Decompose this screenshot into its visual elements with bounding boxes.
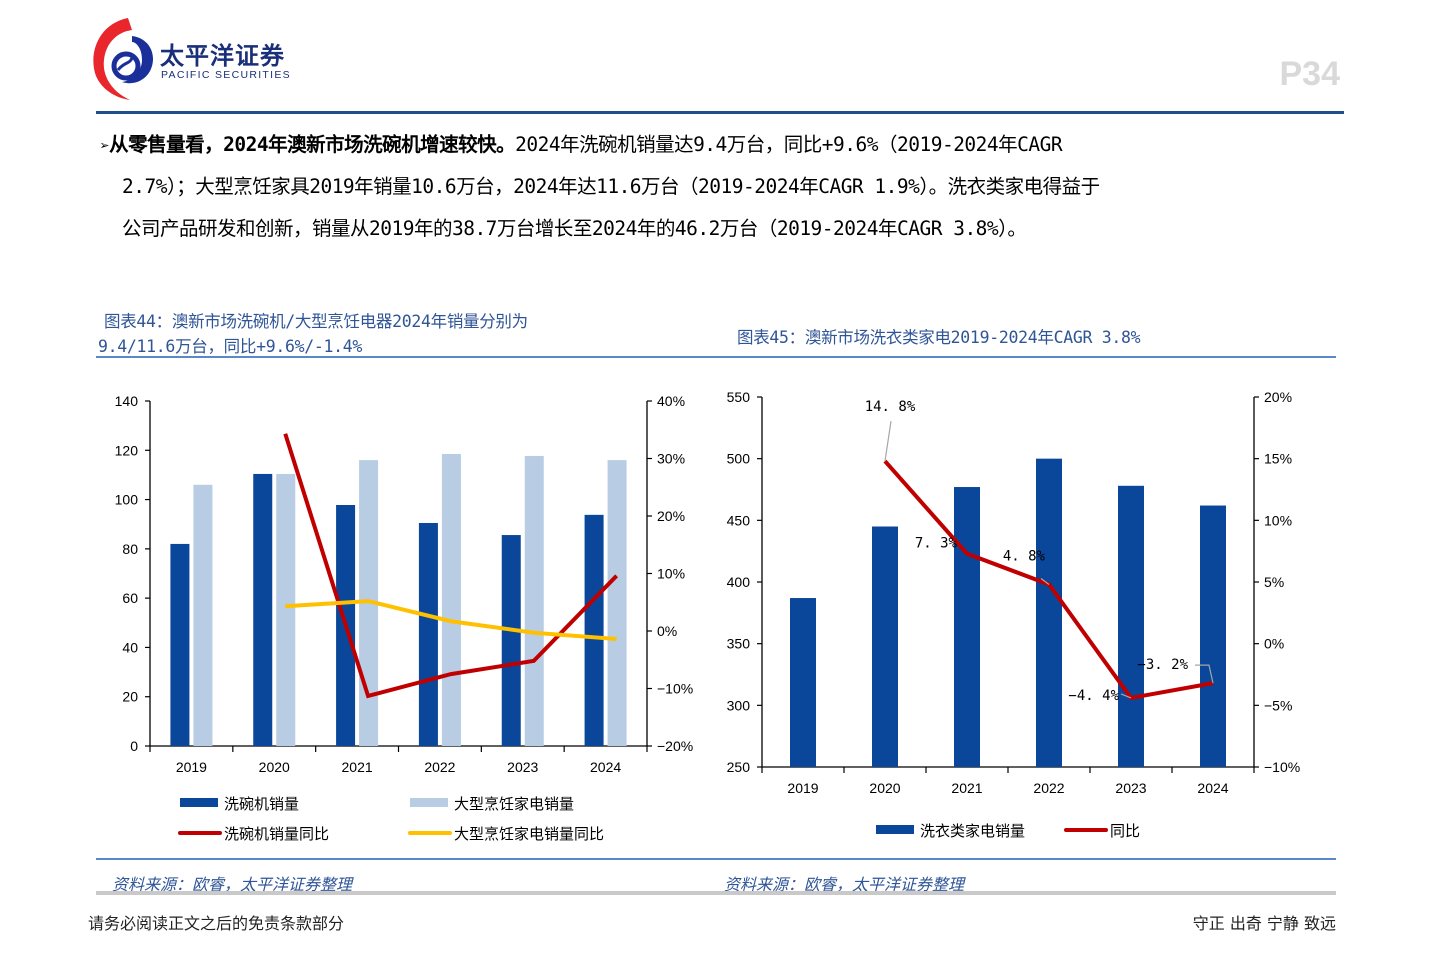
x-tick-label: 2020 bbox=[869, 780, 900, 796]
right-tick-label: −20% bbox=[657, 738, 693, 754]
bar-大型烹饪家电销量 bbox=[276, 473, 296, 746]
data-label-leader bbox=[1195, 664, 1214, 684]
right-tick-label: 10% bbox=[657, 566, 685, 582]
x-tick-label: 2024 bbox=[1197, 780, 1228, 796]
bar-大型烹饪家电销量 bbox=[524, 455, 544, 746]
left-tick-label: 60 bbox=[122, 590, 138, 606]
page-number: P34 bbox=[1279, 55, 1341, 93]
bullet-arrow-icon: ➢ bbox=[100, 136, 110, 155]
legend-swatch-洗碗机销量 bbox=[180, 798, 218, 807]
legend-label: 同比 bbox=[1110, 822, 1140, 840]
left-tick-label: 0 bbox=[130, 738, 138, 754]
x-tick-label: 2021 bbox=[342, 759, 373, 775]
left-tick-label: 40 bbox=[122, 639, 138, 655]
right-tick-label: 0% bbox=[1264, 636, 1284, 652]
chart44-source: 资料来源：欧睿，太平洋证券整理 bbox=[112, 875, 353, 894]
x-tick-label: 2021 bbox=[951, 780, 982, 796]
bar-大型烹饪家电销量 bbox=[193, 484, 213, 746]
body-line-1: ➢从零售量看，2024年澳新市场洗碗机增速较快。2024年洗碗机销量达9.4万台… bbox=[100, 124, 1350, 167]
x-tick-label: 2019 bbox=[787, 780, 818, 796]
header-divider bbox=[96, 111, 1344, 114]
x-tick-label: 2023 bbox=[507, 759, 538, 775]
right-tick-label: 10% bbox=[1264, 512, 1292, 528]
left-tick-label: 450 bbox=[727, 512, 751, 528]
bar-洗碗机销量 bbox=[584, 514, 604, 746]
data-label: 7. 3% bbox=[915, 536, 958, 552]
data-label-leader bbox=[1040, 577, 1050, 585]
right-tick-label: 0% bbox=[657, 623, 677, 639]
left-tick-label: 300 bbox=[727, 697, 751, 713]
bar-洗衣类家电销量 bbox=[872, 526, 898, 767]
legend-label: 大型烹饪家电销量同比 bbox=[454, 825, 604, 843]
right-tick-label: −10% bbox=[657, 681, 693, 697]
data-label: 4. 8% bbox=[1003, 548, 1046, 564]
legend-label: 洗碗机销量 bbox=[224, 795, 299, 813]
right-tick-label: −5% bbox=[1264, 697, 1292, 713]
legend-swatch-洗衣类家电销量 bbox=[876, 825, 914, 834]
right-tick-label: 5% bbox=[1264, 574, 1284, 590]
right-tick-label: 15% bbox=[1264, 451, 1292, 467]
left-tick-label: 140 bbox=[115, 393, 139, 409]
data-label: −4. 4% bbox=[1068, 688, 1119, 704]
chart45-title: 图表45：澳新市场洗衣类家电2019-2024年CAGR 3.8% bbox=[737, 328, 1141, 347]
x-tick-label: 2022 bbox=[1033, 780, 1064, 796]
x-tick-label: 2023 bbox=[1115, 780, 1146, 796]
left-tick-label: 400 bbox=[727, 574, 751, 590]
left-tick-label: 100 bbox=[115, 492, 139, 508]
data-label-leader bbox=[1120, 693, 1132, 699]
data-label-leader bbox=[884, 421, 892, 462]
logo-mark-icon bbox=[93, 18, 154, 100]
left-tick-label: 120 bbox=[115, 442, 139, 458]
left-tick-label: 550 bbox=[727, 389, 751, 405]
footer-slogan: 守正 出奇 宁静 致远 bbox=[1192, 914, 1336, 933]
right-tick-label: 20% bbox=[657, 508, 685, 524]
chart44-title-line1: 图表44：澳新市场洗碗机/大型烹饪电器2024年销量分别为 bbox=[104, 312, 528, 331]
bar-大型烹饪家电销量 bbox=[607, 460, 627, 746]
right-tick-label: 30% bbox=[657, 451, 685, 467]
footer-disclaimer: 请务必阅读正文之后的免责条款部分 bbox=[88, 914, 345, 933]
company-logo: 太平洋证券 PACIFIC SECURITIES bbox=[88, 14, 298, 102]
logo-cn-text: 太平洋证券 bbox=[160, 42, 285, 70]
left-tick-label: 350 bbox=[727, 636, 751, 652]
x-tick-label: 2019 bbox=[176, 759, 207, 775]
body-line-1-rest: 2024年洗碗机销量达9.4万台，同比+9.6%（2019-2024年CAGR bbox=[515, 133, 1063, 156]
bar-洗碗机销量 bbox=[501, 535, 521, 746]
x-tick-label: 2020 bbox=[259, 759, 290, 775]
legend-label: 洗碗机销量同比 bbox=[224, 825, 329, 843]
left-tick-label: 250 bbox=[727, 759, 751, 775]
bar-洗衣类家电销量 bbox=[1118, 485, 1144, 767]
bar-洗衣类家电销量 bbox=[1200, 505, 1226, 767]
bar-洗衣类家电销量 bbox=[1036, 458, 1062, 767]
body-line-3: 公司产品研发和创新，销量从2019年的38.7万台增长至2024年的46.2万台… bbox=[122, 217, 1027, 240]
bar-大型烹饪家电销量 bbox=[441, 453, 461, 746]
data-label: −3. 2% bbox=[1137, 657, 1188, 673]
source-top-divider bbox=[96, 858, 1336, 860]
bar-洗衣类家电销量 bbox=[954, 487, 980, 767]
left-tick-label: 80 bbox=[122, 541, 138, 557]
x-tick-label: 2024 bbox=[590, 759, 621, 775]
bar-洗碗机销量 bbox=[253, 473, 273, 746]
left-tick-label: 20 bbox=[122, 689, 138, 705]
chart44-title-line2: 9.4/11.6万台，同比+9.6%/-1.4% bbox=[98, 337, 363, 356]
logo-en-text: PACIFIC SECURITIES bbox=[161, 69, 291, 81]
source-bottom-divider bbox=[96, 891, 1336, 895]
body-highlight: 从零售量看，2024年澳新市场洗碗机增速较快。 bbox=[109, 133, 516, 156]
bar-洗碗机销量 bbox=[170, 543, 190, 746]
right-tick-label: 40% bbox=[657, 393, 685, 409]
bar-洗碗机销量 bbox=[418, 522, 438, 746]
legend-label: 大型烹饪家电销量 bbox=[454, 795, 574, 813]
left-tick-label: 500 bbox=[727, 451, 751, 467]
body-line-2: 2.7%）；大型烹饪家具2019年销量10.6万台，2024年达11.6万台（2… bbox=[122, 175, 1100, 198]
legend-swatch-大型烹饪家电销量 bbox=[410, 798, 448, 807]
data-label: 14. 8% bbox=[865, 399, 916, 415]
bar-洗衣类家电销量 bbox=[790, 598, 816, 767]
chart45-svg: 250 300 350 400 450 500 550 −10% −5% 0% 5% 10% 15% 20… bbox=[727, 389, 1301, 840]
right-tick-label: −10% bbox=[1264, 759, 1300, 775]
chart-title-divider bbox=[96, 356, 1336, 358]
chart45-source: 资料来源：欧睿，太平洋证券整理 bbox=[724, 875, 965, 894]
chart44-svg: 0 20 40 60 80 100 120 140 −20% −10% 0% 10% 20% 30% 40%… bbox=[115, 393, 694, 843]
legend-label: 洗衣类家电销量 bbox=[920, 822, 1025, 840]
x-tick-label: 2022 bbox=[424, 759, 455, 775]
right-tick-label: 20% bbox=[1264, 389, 1292, 405]
